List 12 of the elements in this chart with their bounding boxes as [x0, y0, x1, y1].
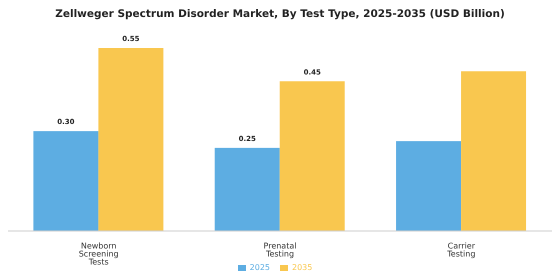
bar — [280, 81, 345, 231]
legend-label: 2035 — [292, 263, 312, 272]
x-tick-label: Newborn Screening Tests — [78, 242, 119, 267]
bar — [461, 71, 526, 231]
chart-title: Zellweger Spectrum Disorder Market, By Test Type, 2025-2035 (USD Billion) — [54, 8, 506, 22]
bar — [33, 131, 98, 231]
legend-label: 2025 — [250, 263, 270, 272]
bar — [98, 48, 164, 231]
bar — [396, 141, 462, 231]
bar — [214, 148, 280, 231]
x-tick-label: Prenatal Testing — [264, 242, 296, 259]
x-tick-label: Carrier Testing — [446, 242, 476, 259]
